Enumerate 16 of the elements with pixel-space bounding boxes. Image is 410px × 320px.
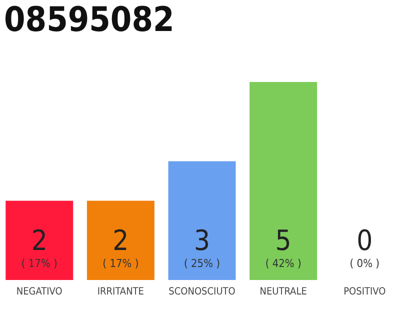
annotation: ( 17% ) [102, 257, 139, 270]
x-tick-label: POSITIVO [344, 286, 386, 298]
x-tick-label: NEGATIVO [16, 286, 62, 298]
annotation: ( 42% ) [265, 257, 302, 270]
x-tick-label: SCONOSCIUTO [168, 286, 236, 298]
data-label: 2 [31, 224, 48, 257]
x-tick-label: NEUTRALE [260, 286, 308, 298]
annotation: ( 0% ) [350, 257, 380, 270]
annotation: ( 17% ) [21, 257, 58, 270]
data-label: 0 [356, 224, 373, 257]
annotation: ( 25% ) [184, 257, 220, 270]
x-tick-label: IRRITANTE [97, 286, 144, 298]
data-label: 3 [194, 224, 210, 257]
data-label: 2 [112, 224, 129, 257]
chart-title: 08595082 [4, 0, 174, 40]
data-label: 5 [275, 224, 292, 257]
